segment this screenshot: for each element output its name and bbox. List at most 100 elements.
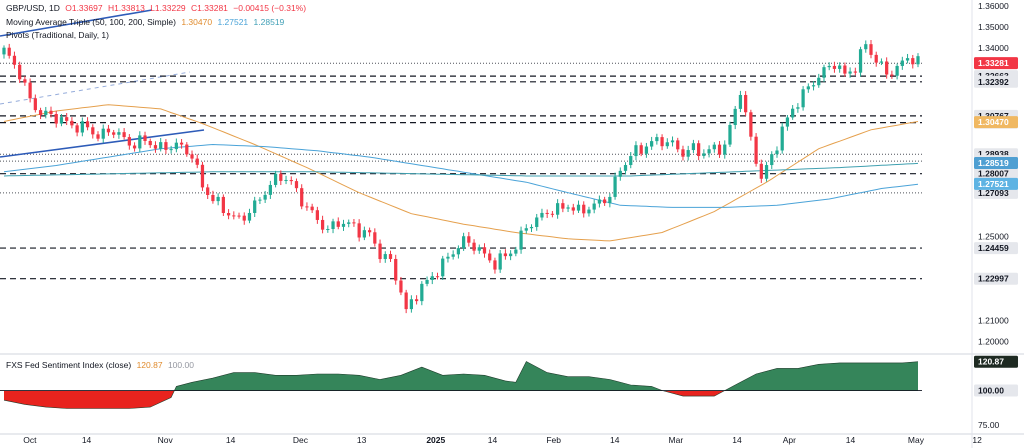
candle-body[interactable] [905,58,910,61]
candle-body[interactable] [853,71,857,73]
candle-body[interactable] [226,212,231,216]
candle-body[interactable] [75,125,79,133]
candle-body[interactable] [247,212,252,221]
candle-body[interactable] [592,203,596,210]
candle-body[interactable] [404,292,408,310]
candle-body[interactable] [59,117,64,124]
candle-body[interactable] [467,236,471,243]
candle-body[interactable] [890,74,894,76]
candle-body[interactable] [279,173,283,181]
candle-body[interactable] [477,247,481,251]
candle-body[interactable] [456,248,461,255]
candle-body[interactable] [529,226,534,229]
candle-body[interactable] [723,144,727,155]
candle-body[interactable] [446,256,450,259]
candle-body[interactable] [738,94,743,109]
candle-body[interactable] [613,176,617,197]
candle-body[interactable] [566,207,570,209]
candle-body[interactable] [23,79,27,83]
candle-body[interactable] [540,212,544,218]
candle-body[interactable] [900,60,904,66]
candle-body[interactable] [70,120,74,126]
candle-body[interactable] [576,204,581,211]
candle-body[interactable] [665,142,669,147]
candle-body[interactable] [159,142,163,149]
candle-body[interactable] [472,242,476,251]
candle-body[interactable] [414,299,419,302]
candle-body[interactable] [770,154,774,166]
candle-body[interactable] [112,132,116,135]
candle-body[interactable] [289,179,293,182]
candle-body[interactable] [237,215,241,217]
candle-body[interactable] [712,144,716,150]
candle-body[interactable] [206,187,210,195]
candle-body[interactable] [7,47,11,56]
candle-body[interactable] [864,44,868,50]
candle-body[interactable] [603,199,607,204]
candle-body[interactable] [707,149,711,154]
candle-body[interactable] [561,203,565,209]
candle-body[interactable] [650,141,654,147]
candle-body[interactable] [717,144,722,155]
candle-body[interactable] [284,179,288,181]
candle-body[interactable] [874,54,878,63]
candle-body[interactable] [216,196,220,202]
candle-body[interactable] [916,56,920,65]
candle-body[interactable] [493,260,497,270]
candle-body[interactable] [728,124,732,145]
candle-body[interactable] [347,222,351,224]
candle-body[interactable] [629,156,633,166]
candle-body[interactable] [514,249,518,254]
candle-body[interactable] [394,258,398,281]
candle-body[interactable] [169,149,173,151]
candle-body[interactable] [498,253,502,270]
candle-body[interactable] [352,222,356,224]
candle-body[interactable] [315,210,319,220]
candle-body[interactable] [221,196,225,213]
candle-body[interactable] [791,108,795,118]
candle-body[interactable] [634,145,638,157]
candle-body[interactable] [91,127,95,135]
candle-body[interactable] [545,212,549,214]
candle-body[interactable] [310,206,314,211]
candle-body[interactable] [336,221,340,227]
candle-body[interactable] [195,158,199,165]
candle-body[interactable] [211,194,215,202]
candle-body[interactable] [435,276,440,278]
candle-body[interactable] [759,163,763,179]
candle-body[interactable] [681,149,685,157]
candle-body[interactable] [785,117,790,127]
candle-body[interactable] [733,108,737,125]
candle-body[interactable] [535,217,539,227]
candle-body[interactable] [232,215,236,217]
candle-body[interactable] [101,128,105,139]
candle-body[interactable] [373,232,377,244]
candle-body[interactable] [848,71,852,74]
candle-body[interactable] [702,153,706,157]
candle-body[interactable] [660,137,664,147]
candle-body[interactable] [879,61,884,63]
candle-body[interactable] [127,137,131,146]
candle-body[interactable] [482,247,487,254]
candle-body[interactable] [117,132,121,135]
candle-body[interactable] [326,229,330,231]
candle-body[interactable] [132,145,137,149]
candle-body[interactable] [697,143,701,157]
candle-body[interactable] [508,253,513,257]
candle-body[interactable] [383,254,387,260]
candle-body[interactable] [28,82,32,99]
candle-body[interactable] [691,143,696,151]
candle-body[interactable] [253,200,257,213]
candle-body[interactable] [12,55,17,65]
candle-body[interactable] [911,58,915,65]
candle-body[interactable] [190,154,194,159]
candle-body[interactable] [503,253,508,257]
candle-body[interactable] [608,196,612,204]
candle-body[interactable] [869,44,873,55]
candle-body[interactable] [587,209,591,214]
candle-body[interactable] [644,146,649,154]
candle-body[interactable] [582,204,586,214]
candle-body[interactable] [378,243,382,260]
candle-body[interactable] [65,117,69,121]
candle-body[interactable] [185,144,189,155]
